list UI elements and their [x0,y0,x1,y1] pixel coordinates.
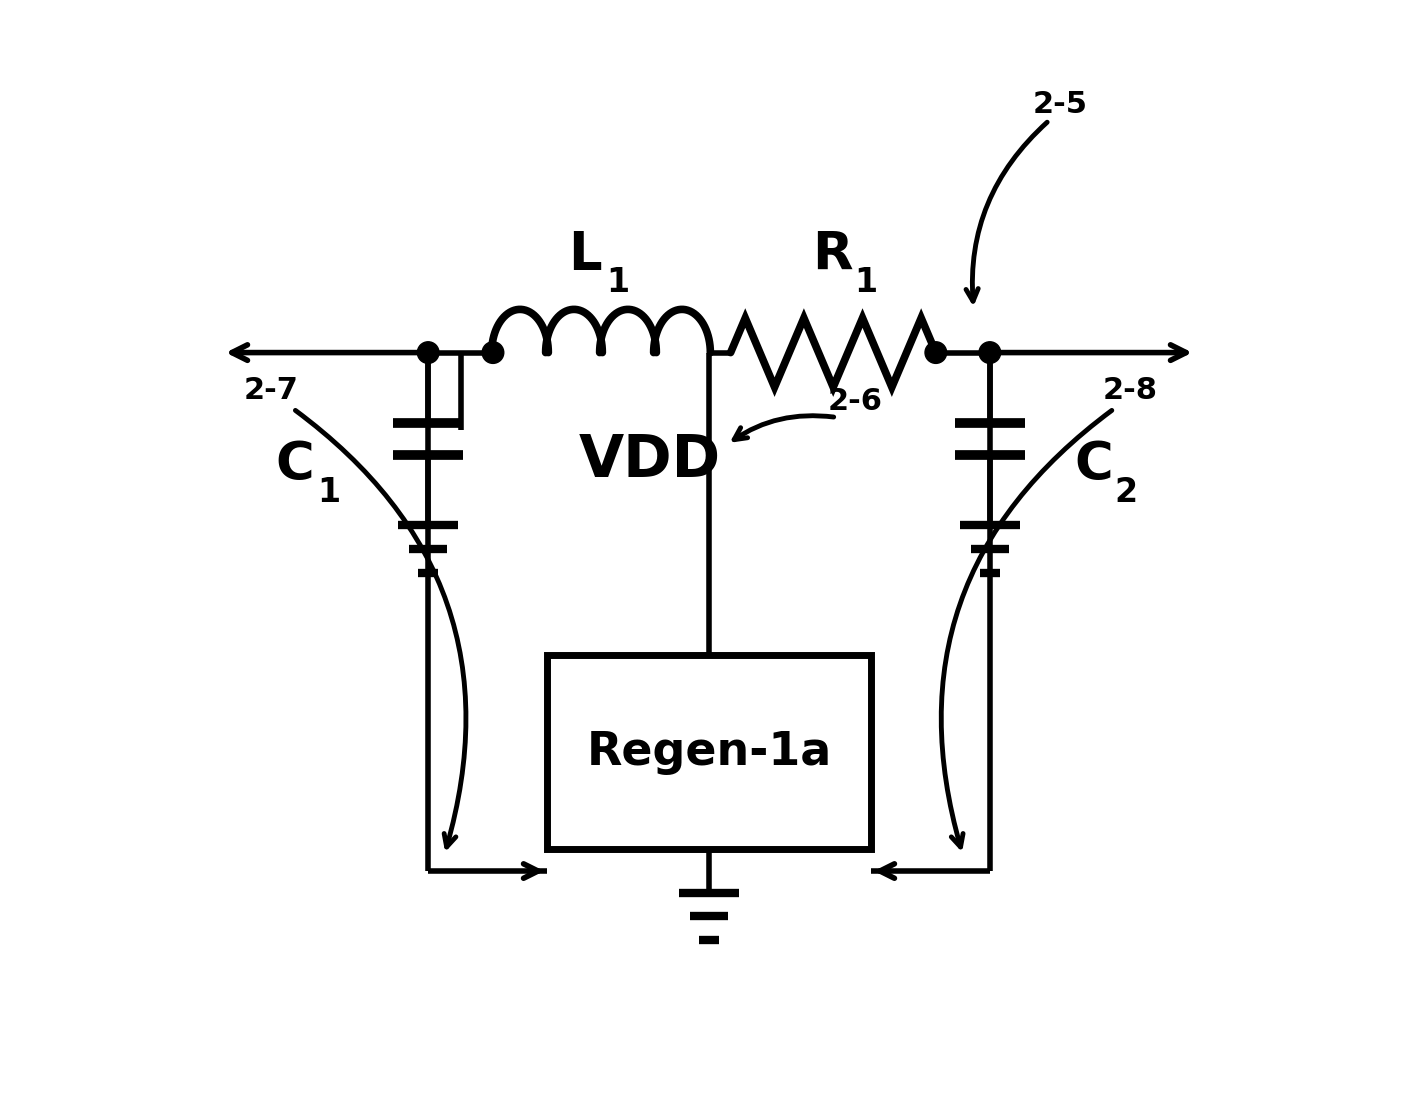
Text: $\mathbf{C}$: $\mathbf{C}$ [275,441,312,491]
Text: $\mathbf{R}$: $\mathbf{R}$ [813,230,854,281]
Circle shape [482,341,503,363]
Text: 2-6: 2-6 [827,386,882,416]
Text: $\mathbf{2}$: $\mathbf{2}$ [1113,477,1136,510]
Text: 2-5: 2-5 [1032,90,1088,118]
Circle shape [978,341,1001,363]
Text: Regen-1a: Regen-1a [587,730,831,775]
Text: $\mathbf{1}$: $\mathbf{1}$ [605,266,628,299]
Bar [547,655,871,849]
Text: $\mathbf{C}$: $\mathbf{C}$ [1073,441,1112,491]
Circle shape [925,341,947,363]
Text: $\mathbf{L}$: $\mathbf{L}$ [567,230,601,281]
Text: 2-8: 2-8 [1103,376,1157,405]
Text: $\mathbf{1}$: $\mathbf{1}$ [318,477,340,510]
Text: $\mathbf{1}$: $\mathbf{1}$ [854,266,878,299]
Text: VDD: VDD [579,432,720,489]
Circle shape [417,341,440,363]
Text: 2-7: 2-7 [244,376,299,405]
